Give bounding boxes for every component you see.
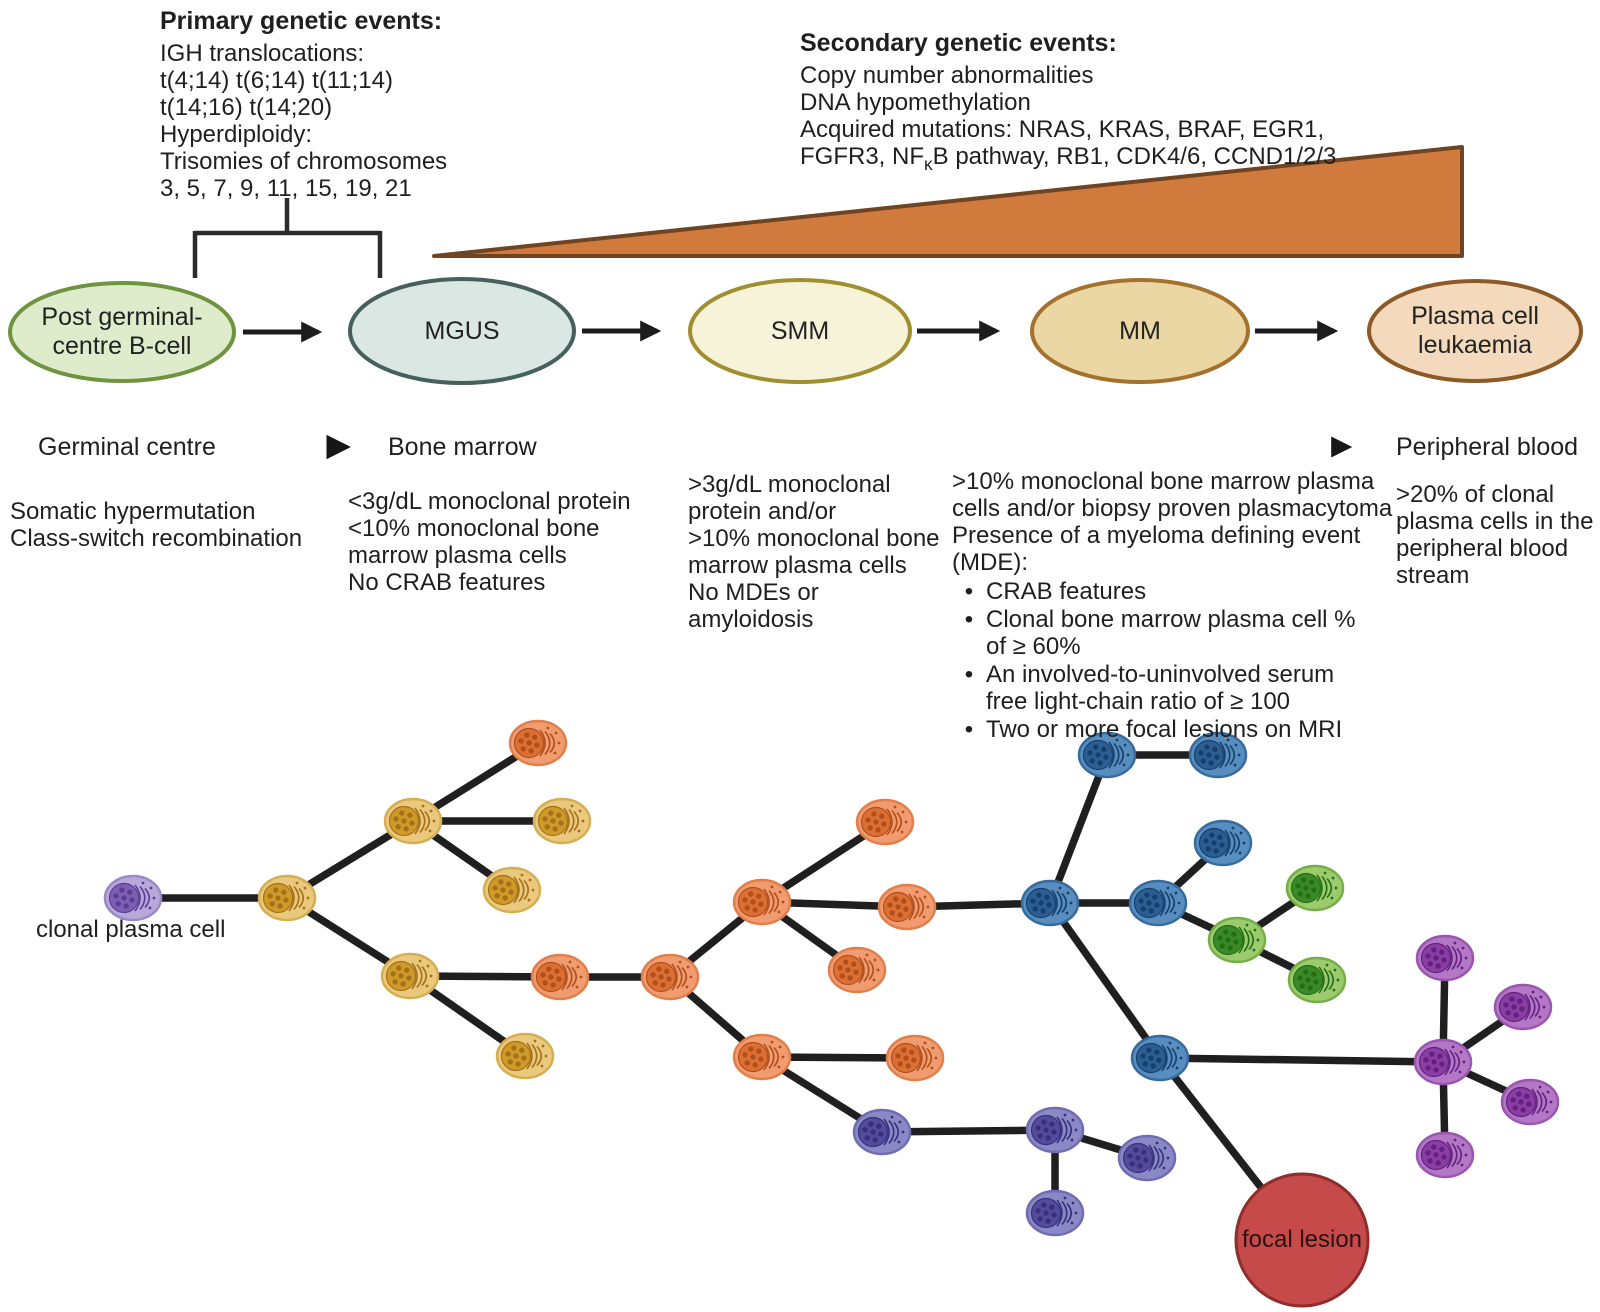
plasma-cell-E3	[827, 946, 887, 994]
plasma-cell-F4	[1117, 1134, 1177, 1182]
plasma-cell-K1	[1415, 934, 1475, 982]
mm-bullet-item: • An involved-to-uninvolved serum free l…	[952, 661, 1422, 715]
plasma-cell-C1	[530, 953, 590, 1001]
stage-label-mm: MM	[1119, 316, 1161, 345]
plasma-cell-J	[1207, 916, 1267, 964]
location-germinal-centre: Germinal centre	[38, 433, 216, 461]
location-peripheral-blood: Peripheral blood	[1396, 433, 1579, 461]
desc-mgus: <3g/dL monoclonal protein <10% monoclona…	[348, 488, 631, 596]
secondary-events-title: Secondary genetic events:	[800, 29, 1117, 57]
plasma-cell-F2	[852, 1108, 912, 1156]
mm-bullet-item: • CRAB features	[952, 578, 1422, 605]
primary-events-body: IGH translocations: t(4;14) t(6;14) t(11…	[160, 40, 448, 202]
plasma-cell-B1	[508, 719, 568, 767]
plasma-cell-J2	[1287, 956, 1347, 1004]
bullet-dot-icon: •	[964, 606, 974, 633]
focal-lesion-label: focal lesion	[1241, 1226, 1363, 1253]
stage-ellipse-0	[8, 281, 236, 383]
primary-events-bracket	[192, 198, 383, 278]
secondary-line4: FGFR3, NFκB pathway, RB1, CDK4/6, CCND1/…	[800, 143, 1337, 174]
plasma-cell-F	[732, 1033, 792, 1081]
plasma-cell-B3	[482, 866, 542, 914]
bullet-dot-icon: •	[964, 661, 974, 688]
bullet-dot-icon: •	[964, 716, 974, 743]
plasma-cell-A	[257, 874, 317, 922]
plasma-cell-P0	[103, 874, 163, 922]
stage-ellipse-1	[348, 277, 576, 385]
plasma-cell-F3	[1025, 1106, 1085, 1154]
stage-label-plasma-cell-leukaemia: Plasma cell leukaemia	[1411, 302, 1539, 359]
plasma-cell-C	[380, 952, 440, 1000]
tree-edge-G-I	[1046, 899, 1164, 1062]
secondary-line2: DNA hypomethylation	[800, 89, 1031, 116]
stage-ellipse-3	[1030, 278, 1250, 384]
plasma-cell-K	[1413, 1038, 1473, 1086]
plasma-cell-K4	[1415, 1131, 1475, 1179]
mm-bullet-item: • Clonal bone marrow plasma cell % of ≥ …	[952, 606, 1422, 660]
bullet-dot-icon: •	[964, 578, 974, 605]
kappa-subscript: κ	[924, 153, 933, 174]
mm-bullet-item: • Two or more focal lesions on MRI	[952, 716, 1422, 743]
secondary-events-body: Copy number abnormalities DNA hypomethyl…	[800, 62, 1336, 178]
plasma-cell-E	[732, 878, 792, 926]
desc-pcl: >20% of clonal plasma cells in the perip…	[1396, 481, 1594, 589]
secondary-line3: Acquired mutations: NRAS, KRAS, BRAF, EG…	[800, 116, 1325, 143]
tree-edge-G-G1	[1046, 751, 1111, 907]
plasma-cell-E1	[855, 798, 915, 846]
plasma-cell-B2	[532, 797, 592, 845]
plasma-cell-H1	[1193, 819, 1253, 867]
secondary-line1: Copy number abnormalities	[800, 62, 1094, 89]
plasma-cell-K2	[1493, 983, 1553, 1031]
plasma-cell-F5	[1025, 1189, 1085, 1237]
plasma-cell-B	[383, 797, 443, 845]
focal-lesion-circle	[1234, 1172, 1370, 1308]
primary-events-title: Primary genetic events:	[160, 7, 443, 35]
desc-smm: >3g/dL monoclonal protein and/or >10% mo…	[688, 471, 940, 633]
plasma-cell-G1	[1077, 731, 1137, 779]
tree-edge-I-K	[1156, 1054, 1447, 1066]
plasma-cell-F1	[885, 1034, 945, 1082]
secondary-events-triangle	[432, 145, 1464, 258]
plasma-cell-C2	[495, 1032, 555, 1080]
plasma-cell-K3	[1500, 1078, 1560, 1126]
stage-label-post-germinal-b-cell: Post germinal- centre B-cell	[41, 303, 203, 360]
stage-arrows	[243, 320, 1339, 343]
plasma-cell-G2	[1188, 731, 1248, 779]
clonal-plasma-cell-label: clonal plasma cell	[36, 916, 226, 943]
plasma-cell-H	[1128, 879, 1188, 927]
desc-mm: >10% monoclonal bone marrow plasma cells…	[952, 468, 1422, 743]
location-bone-marrow: Bone marrow	[388, 433, 537, 461]
desc-mm-intro: >10% monoclonal bone marrow plasma cells…	[952, 468, 1393, 576]
stage-ellipse-2	[688, 278, 912, 384]
mm-bullet-list: • CRAB features • Clonal bone marrow pla…	[952, 578, 1422, 743]
plasma-cell-I	[1130, 1034, 1190, 1082]
plasma-cell-G	[1020, 879, 1080, 927]
desc-b-cell: Somatic hypermutation Class-switch recom…	[10, 498, 303, 552]
plasma-cell-E2	[877, 883, 937, 931]
stage-label-smm: SMM	[770, 316, 830, 345]
plasma-cell-J1	[1285, 864, 1345, 912]
plasma-cell-D	[640, 953, 700, 1001]
stage-ellipse-4	[1367, 279, 1583, 383]
stage-label-mgus: MGUS	[424, 316, 500, 345]
